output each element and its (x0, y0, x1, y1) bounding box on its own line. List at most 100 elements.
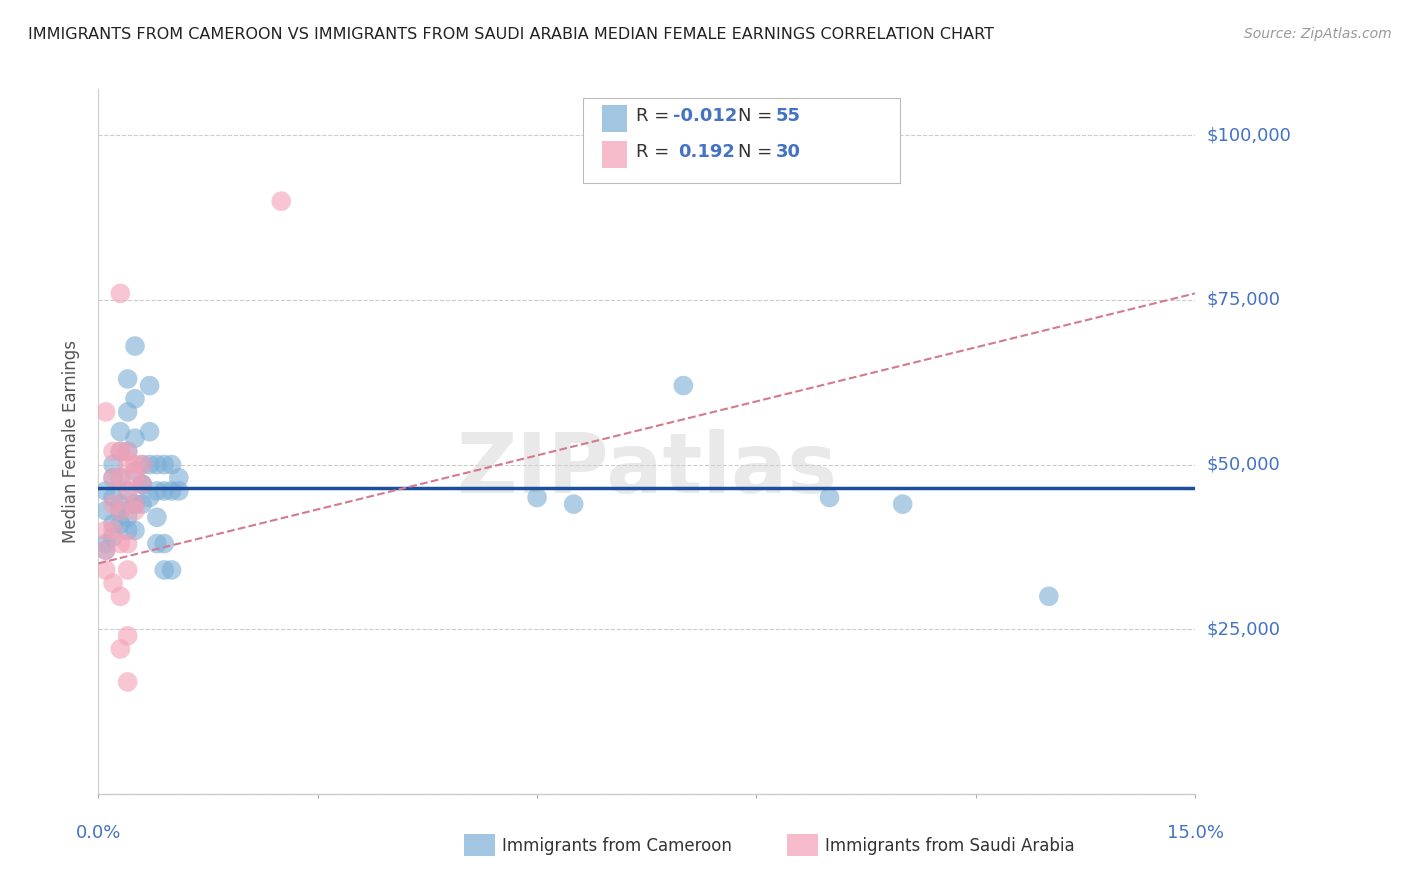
Text: ZIPatlas: ZIPatlas (457, 429, 837, 510)
Text: $75,000: $75,000 (1206, 291, 1281, 309)
Point (94, 405, 117, 419)
Point (124, 504, 146, 518)
Point (131, 458, 153, 472)
Point (124, 392, 146, 406)
Text: $100,000: $100,000 (1206, 127, 1291, 145)
Point (117, 483, 139, 498)
Point (138, 425, 160, 439)
Point (94, 563, 117, 577)
Text: IMMIGRANTS FROM CAMEROON VS IMMIGRANTS FROM SAUDI ARABIA MEDIAN FEMALE EARNINGS : IMMIGRANTS FROM CAMEROON VS IMMIGRANTS F… (28, 27, 994, 42)
Point (138, 458, 160, 472)
Point (101, 491, 124, 505)
Point (124, 471, 146, 485)
Point (110, 590, 132, 604)
Text: 30: 30 (776, 143, 801, 161)
Point (117, 444, 139, 458)
Point (110, 516, 132, 531)
Point (124, 524, 146, 538)
Point (94, 504, 117, 518)
Text: 0.192: 0.192 (678, 143, 734, 161)
Point (101, 576, 124, 591)
Text: 0.0%: 0.0% (76, 824, 121, 842)
Point (94, 524, 117, 538)
Point (101, 524, 124, 538)
Point (167, 483, 190, 498)
Point (131, 458, 153, 472)
Point (110, 425, 132, 439)
Point (117, 674, 139, 689)
Point (117, 563, 139, 577)
Point (117, 444, 139, 458)
Point (117, 629, 139, 643)
Point (153, 458, 176, 472)
Text: Source: ZipAtlas.com: Source: ZipAtlas.com (1244, 27, 1392, 41)
Point (101, 471, 124, 485)
Point (131, 477, 153, 491)
Point (672, 378, 695, 392)
Y-axis label: Median Female Earnings: Median Female Earnings (62, 340, 80, 543)
Point (1038, 590, 1060, 604)
Point (146, 458, 169, 472)
Point (124, 464, 146, 478)
Point (101, 530, 124, 544)
Point (110, 471, 132, 485)
Text: Immigrants from Cameroon: Immigrants from Cameroon (502, 837, 731, 855)
Point (110, 642, 132, 657)
Point (101, 458, 124, 472)
Point (101, 444, 124, 458)
Point (110, 286, 132, 301)
Text: Immigrants from Saudi Arabia: Immigrants from Saudi Arabia (825, 837, 1076, 855)
Point (526, 491, 548, 505)
Text: R =: R = (636, 107, 675, 125)
Text: -0.012: -0.012 (673, 107, 738, 125)
Point (101, 516, 124, 531)
Point (110, 504, 132, 518)
Point (94, 543, 117, 558)
Point (153, 483, 176, 498)
Point (124, 458, 146, 472)
Point (562, 497, 585, 511)
Point (94, 543, 117, 558)
Point (101, 471, 124, 485)
Point (131, 497, 153, 511)
Point (153, 536, 176, 550)
Point (110, 471, 132, 485)
Point (117, 458, 139, 472)
Point (110, 504, 132, 518)
Point (117, 524, 139, 538)
Point (117, 536, 139, 550)
Point (167, 471, 190, 485)
Point (101, 497, 124, 511)
Point (124, 497, 146, 511)
Text: 15.0%: 15.0% (1167, 824, 1223, 842)
Point (160, 483, 183, 498)
Point (117, 510, 139, 524)
Point (146, 536, 169, 550)
Point (117, 372, 139, 386)
Point (160, 563, 183, 577)
Point (153, 563, 176, 577)
Point (160, 458, 183, 472)
Point (124, 497, 146, 511)
Point (818, 491, 841, 505)
Point (131, 477, 153, 491)
Point (117, 405, 139, 419)
Point (117, 483, 139, 498)
Point (124, 431, 146, 445)
Point (110, 497, 132, 511)
Point (270, 194, 292, 209)
Point (110, 536, 132, 550)
Point (146, 483, 169, 498)
Text: $25,000: $25,000 (1206, 620, 1281, 639)
Text: N =: N = (738, 107, 778, 125)
Point (94, 483, 117, 498)
Text: 55: 55 (776, 107, 801, 125)
Point (94, 536, 117, 550)
Point (138, 491, 160, 505)
Point (891, 497, 914, 511)
Point (124, 339, 146, 353)
Text: $50,000: $50,000 (1206, 456, 1279, 474)
Point (131, 477, 153, 491)
Point (110, 444, 132, 458)
Text: R =: R = (636, 143, 681, 161)
